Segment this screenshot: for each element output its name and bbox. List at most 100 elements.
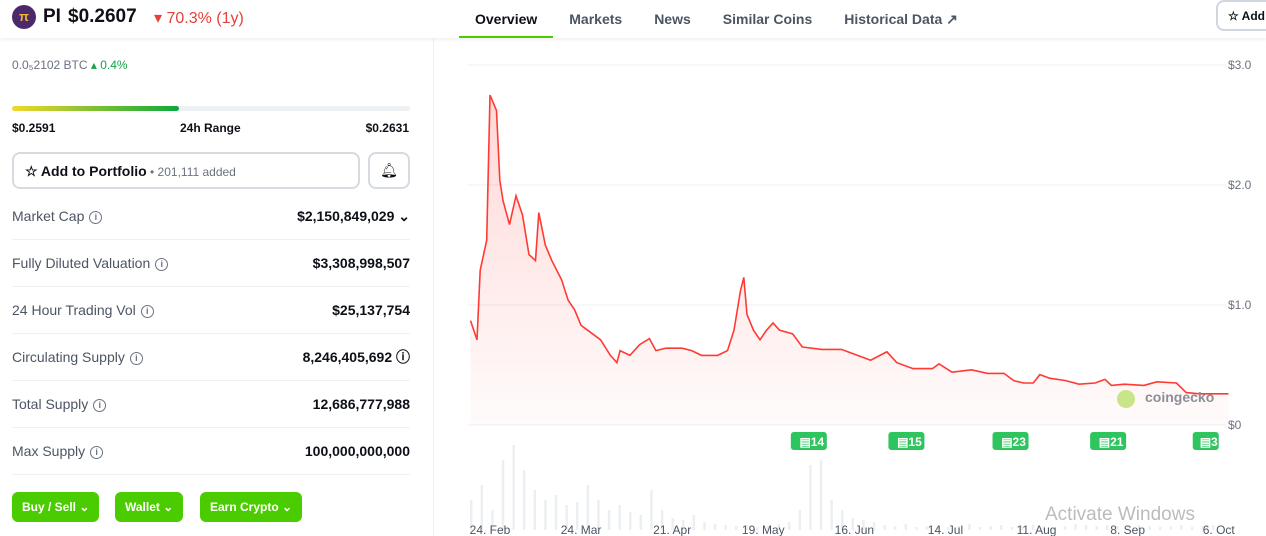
x-tick-label: 21. Apr [653,523,691,536]
price-chart[interactable]: $0 $1.0 $2.0 $3.0 24. Feb 24. Mar 21. Apr 19. M… [436,38,1266,536]
stat-label-text: 24 Hour Trading Vol [12,302,136,318]
tab-markets[interactable]: Markets [569,11,623,27]
volume-bar [512,445,515,530]
stat-label: Fully Diluted Valuation i [12,255,169,271]
buy-sell-button[interactable]: Buy / Sell ⌄ [12,492,100,522]
volume-bar [1127,527,1130,530]
stat-label-text: Total Supply [12,396,89,412]
volume-bar [798,510,802,530]
volume-bar [1084,525,1088,530]
volume-bar [1180,525,1183,530]
volume-bar [777,524,780,530]
info-icon[interactable]: i [129,352,143,365]
volume-bar [766,526,770,530]
info-icon[interactable]: i [93,399,107,412]
price-line [469,94,1229,395]
volume-bar [1169,526,1173,530]
volume-bar [639,515,643,530]
portfolio-count: • 201,111 added [146,165,236,179]
x-tick-label: 11. Aug [1017,523,1057,536]
volume-bar [745,525,749,530]
volume-bar [1201,526,1204,530]
add-to-portfolio-button[interactable]: ☆ Add to Portfolio • 201,111 added [12,152,360,189]
24h-range-bar [12,106,410,111]
portfolio-label: ☆ Add to Portfolio [25,163,147,179]
info-icon[interactable]: i [89,211,103,224]
news-marker-count: ▤21 [1099,435,1124,449]
stat-label: Total Supply i [12,396,107,412]
wallet-button[interactable]: Wallet ⌄ [115,492,184,522]
volume-bar [1137,525,1141,530]
volume-bar [1159,527,1162,530]
x-tick-label: 8. Sep [1110,523,1145,536]
volume-bar [1063,526,1067,530]
volume-bar [1148,526,1151,530]
stat-value: 100,000,000,000 [304,443,410,459]
volume-bar [607,510,611,530]
volume-bar [1116,526,1120,530]
range-fill [12,106,180,111]
volume-bar [501,460,505,530]
tab-news[interactable]: News [654,11,691,27]
stat-label: Max Supply i [12,443,104,459]
price-area [470,95,1229,425]
pi-logo: π [12,5,36,29]
range-label: 24h Range [180,121,241,135]
volume-bar [925,526,929,530]
volume-bar [862,520,865,530]
volume-bar [1031,525,1035,530]
news-marker-count: ▤3 [1200,435,1218,449]
volume-bar [554,495,558,530]
add-watchlist-button[interactable]: ☆ Add [1216,0,1266,31]
tab-overview[interactable]: Overview [459,0,554,38]
volume-bar [544,500,547,530]
volume-bar [597,500,600,530]
volume-bar [533,490,537,530]
volume-bar [1000,525,1003,530]
volume-bar [671,518,674,530]
top-bar: π PI $0.2607 ▾ 70.3% (1y) Overview Marke… [0,0,1266,38]
news-marker-count: ▤15 [897,435,922,449]
tab-similar-coins[interactable]: Similar Coins [722,11,813,27]
coingecko-logo-icon [1117,390,1135,408]
volume-bar [576,502,579,530]
volume-bar [629,512,632,530]
volume-bar [947,527,950,530]
range-low: $0.2591 [12,121,56,135]
coin-symbol: PI [43,6,61,27]
volume-bar [1190,527,1194,530]
volume-bar [470,500,473,530]
volume-bar [650,490,653,530]
volume-bar [788,522,791,530]
info-icon[interactable]: i [155,258,169,271]
volume-bar [660,510,664,530]
price-change: ▾ 70.3% (1y) [154,10,244,27]
volume-bar [957,526,961,530]
news-marker-count: ▤23 [1001,435,1026,449]
activate-windows-watermark: Activate Windows [1045,504,1195,525]
coin-summary-panel: 0.0₅2102 BTC ▴ 0.4% $0.2591 24h Range $0… [0,38,434,536]
volume-bar [872,522,876,530]
volume-bar [1042,526,1045,530]
x-tick-label: 6. Oct [1203,523,1236,536]
volume-bar [1074,524,1077,530]
news-marker [1090,432,1127,450]
stat-label-text: Circulating Supply [12,349,125,365]
volume-bar [703,522,706,530]
info-icon[interactable]: i [140,305,154,318]
earn-crypto-button[interactable]: Earn Crypto ⌄ [200,492,303,522]
news-marker [992,432,1029,450]
tab-historical-data[interactable]: Historical Data ↗ [844,11,958,27]
bell-icon[interactable]: 🔔︎ [368,152,410,189]
x-tick-label: 24. Feb [470,523,511,536]
stat-row: Total Supply i 12,686,777,988 [12,381,410,428]
volume-bar [809,465,812,530]
volume-bar [565,505,568,530]
volume-bar [968,524,971,530]
news-marker [790,432,827,450]
volume-bar [936,525,939,530]
stat-label: Market Cap i [12,208,103,224]
volume-bar [682,520,685,530]
volume-bar [1053,527,1056,530]
info-icon[interactable]: i [90,446,104,459]
